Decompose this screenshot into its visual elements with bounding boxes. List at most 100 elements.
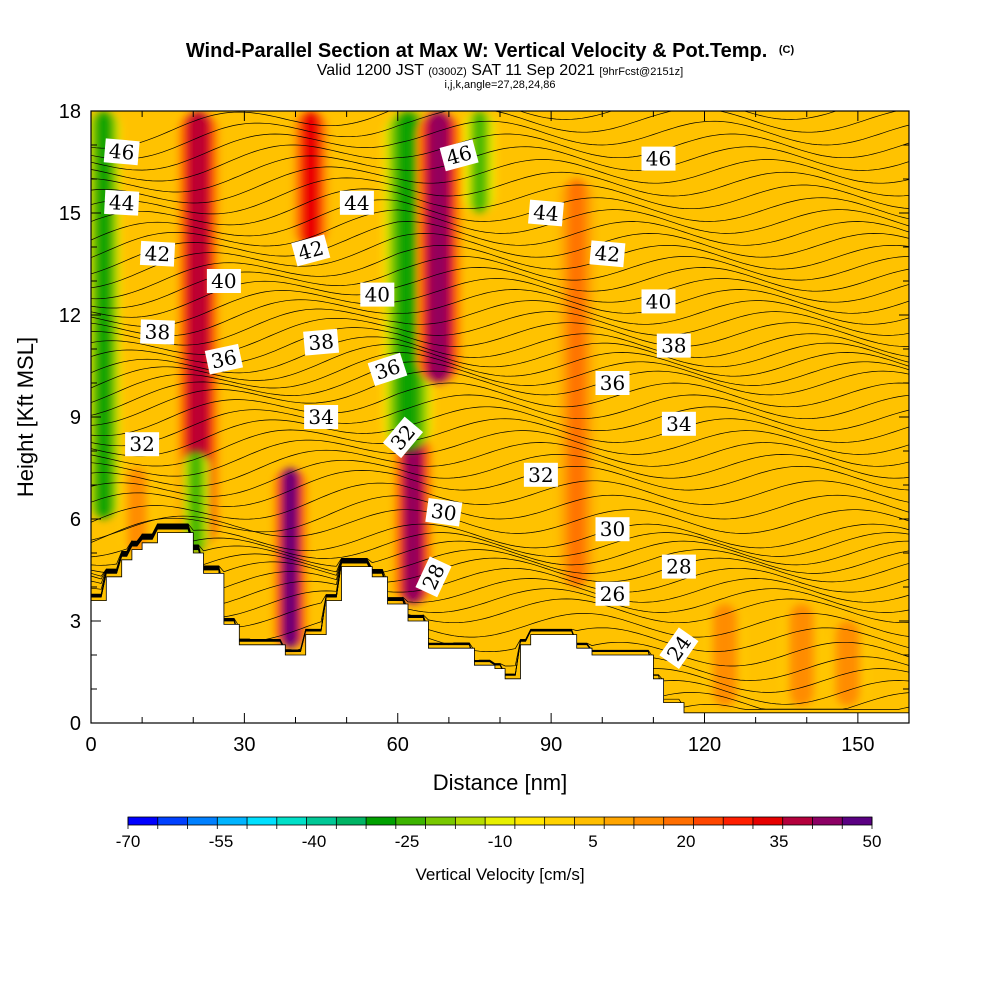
contour-label: 36 — [595, 371, 630, 395]
contour-label-box — [523, 462, 558, 487]
y-tick-label: 6 — [70, 509, 81, 531]
isentrope-line — [91, 525, 909, 593]
contour-label: 36 — [204, 343, 244, 375]
isentrope-line — [91, 146, 909, 193]
contour-label-box — [595, 581, 630, 606]
y-tick-label: 15 — [59, 203, 81, 225]
colorbar-swatch — [633, 817, 664, 825]
isentrope-line — [91, 525, 909, 604]
x-tick-label: 60 — [387, 734, 409, 756]
velocity-band — [717, 604, 733, 706]
plot-area: 4644424038363246444240383634323028464442… — [91, 111, 909, 723]
colorbar-swatch — [663, 817, 694, 825]
colorbar-swatch — [693, 817, 724, 825]
x-tick-label: 30 — [233, 734, 255, 756]
contour-label: 38 — [303, 328, 340, 356]
isentrope-line — [91, 233, 909, 289]
velocity-band — [189, 451, 202, 553]
contour-label-box — [659, 627, 699, 670]
y-tick-label: 12 — [59, 305, 81, 327]
chart-subtitle: Valid 1200 JST (0300Z) SAT 11 Sep 2021 [… — [317, 62, 684, 79]
isentrope-line — [91, 333, 909, 374]
isentrope-line — [91, 382, 909, 437]
isentrope-line — [91, 406, 909, 457]
y-tick-label: 0 — [70, 713, 81, 735]
isentrope-line — [91, 525, 909, 618]
isentrope-line — [91, 526, 909, 628]
y-tick-label: 3 — [70, 611, 81, 633]
x-tick-label: 0 — [85, 734, 96, 756]
contour-label-box — [641, 289, 676, 314]
isentrope-line — [91, 289, 909, 337]
contour-label-text: 30 — [430, 499, 459, 526]
isentrope-line — [91, 524, 909, 583]
contour-label-box — [103, 138, 140, 166]
contour-label-text: 46 — [646, 147, 671, 171]
x-axis: 0 30 60 90 120 150 — [85, 111, 910, 756]
isentrope-line — [91, 442, 909, 487]
isentrope-line — [91, 244, 909, 300]
contour-label-box — [140, 319, 175, 345]
colorbar-swatch — [276, 817, 307, 825]
contour-label-text: 34 — [666, 412, 691, 436]
velocity-streak — [121, 468, 153, 553]
colorbar-swatch — [514, 817, 545, 825]
isentrope-line — [91, 418, 909, 467]
colorbar-swatch — [366, 817, 397, 825]
colorbar-swatch — [395, 817, 426, 825]
x-tick-label: 150 — [841, 734, 874, 756]
contour-label-box — [303, 328, 340, 356]
y-tick-label: 9 — [70, 407, 81, 429]
contour-label: 44 — [528, 199, 564, 227]
chart-title: Wind-Parallel Section at Max W: Vertical… — [186, 40, 795, 62]
contour-label: 36 — [367, 352, 408, 387]
colorbar-swatch — [425, 817, 456, 825]
isentrope-line — [91, 111, 838, 149]
isentrope-line — [91, 454, 909, 497]
contour-label: 34 — [661, 411, 696, 436]
x-axis-label: Distance [nm] — [433, 770, 568, 795]
isentrope-line — [91, 120, 909, 171]
chart-title-badge: (C) — [779, 44, 795, 56]
colorbar: -70 -55 -40 -25 -10 5 20 35 50 — [116, 816, 882, 851]
colorbar-tick-label: 50 — [863, 832, 882, 851]
contour-label-box — [367, 352, 408, 387]
colorbar-tick-label: -40 — [302, 832, 327, 851]
isentrope-line — [91, 524, 909, 577]
contour-label-text: 32 — [528, 463, 553, 487]
colorbar-tick-label: 5 — [588, 832, 597, 851]
contour-label: 44 — [339, 190, 374, 215]
isentrope-line — [91, 494, 909, 543]
colorbar-tick-label: -55 — [209, 832, 234, 851]
contour-label-box — [595, 517, 630, 542]
velocity-band — [429, 111, 448, 383]
velocity-streak — [272, 468, 308, 649]
isentrope-line — [91, 171, 909, 215]
x-tick-label: 90 — [540, 734, 562, 756]
colorbar-swatch — [128, 817, 159, 825]
contour-label-box — [339, 190, 374, 215]
colorbar-swatch — [752, 817, 784, 825]
colorbar-swatch — [544, 817, 575, 825]
contour-label: 32 — [523, 462, 558, 487]
contour-label-box — [528, 199, 564, 227]
contour-label-box — [125, 432, 160, 457]
contour-label-text: 28 — [666, 555, 691, 579]
colorbar-swatch — [157, 817, 188, 825]
contour-label: 46 — [439, 139, 479, 172]
contour-label-box — [661, 411, 696, 436]
colorbar-swatch — [604, 817, 635, 825]
y-axis-label: Height [Kft MSL] — [13, 337, 38, 497]
contour-label-box — [656, 333, 691, 358]
velocity-streak — [705, 604, 745, 706]
isentrope-line — [91, 361, 909, 416]
contour-label-text: 26 — [600, 582, 625, 606]
isentrope-line — [91, 197, 909, 241]
colorbar-swatch — [485, 817, 516, 825]
contour-labels: 4644424038363246444240383634323028464442… — [103, 138, 699, 670]
contour-label: 42 — [139, 240, 176, 267]
colorbar-swatch — [336, 817, 367, 825]
contour-label: 46 — [103, 138, 140, 166]
subtitle-zulu: (0300Z) — [428, 66, 467, 78]
